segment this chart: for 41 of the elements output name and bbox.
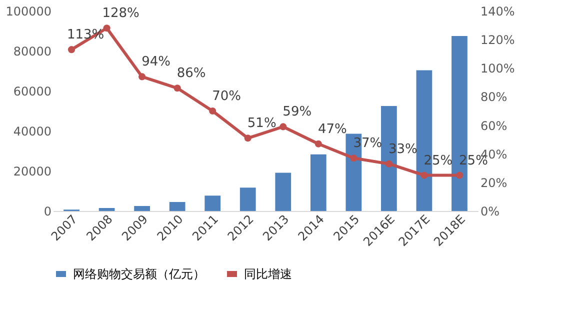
y2-tick-label: 140%	[480, 4, 515, 18]
bar	[204, 196, 221, 211]
y-tick-label: 60000	[13, 84, 52, 98]
bar	[169, 202, 186, 211]
data-label: 94%	[142, 54, 171, 70]
y-tick-label: 80000	[13, 44, 52, 58]
y2-tick-label: 100%	[480, 62, 515, 76]
point	[103, 24, 110, 32]
data-label: 86%	[176, 66, 206, 82]
data-label: 51%	[247, 116, 276, 132]
data-label: 128%	[102, 6, 140, 22]
bar	[310, 154, 326, 211]
y-tick-label: 0	[44, 204, 52, 218]
point	[385, 160, 392, 168]
y2-tick-label: 60%	[480, 118, 508, 133]
point	[456, 172, 464, 179]
legend-label: 同比增速	[244, 267, 292, 281]
y-tick-label: 40000	[13, 124, 52, 138]
legend-label: 网络购物交易额（亿元）	[73, 267, 205, 281]
data-label: 59%	[282, 104, 312, 120]
bar	[275, 172, 292, 211]
point	[314, 140, 322, 148]
point	[350, 154, 358, 162]
y2-tick-label: 20%	[480, 176, 508, 190]
y2-tick-label: 0%	[480, 204, 500, 218]
point	[244, 134, 252, 142]
point	[420, 172, 428, 179]
point	[68, 46, 76, 54]
data-label: 47%	[318, 122, 347, 137]
bar	[240, 188, 256, 211]
y-tick-label: 100000	[6, 4, 52, 18]
point	[174, 84, 181, 92]
y-tick-label: 20000	[13, 164, 52, 178]
y2-tick-label: 80%	[480, 90, 508, 104]
point	[280, 123, 287, 130]
y2-tick-label: 120%	[480, 33, 515, 48]
data-label: 70%	[212, 89, 242, 104]
point	[138, 73, 146, 80]
bar	[134, 206, 150, 211]
point	[209, 107, 216, 115]
bar	[98, 208, 115, 211]
